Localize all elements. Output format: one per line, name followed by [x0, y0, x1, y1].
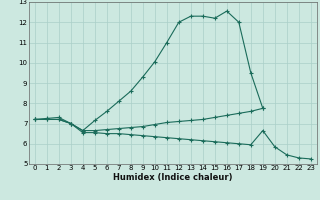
X-axis label: Humidex (Indice chaleur): Humidex (Indice chaleur) [113, 173, 233, 182]
